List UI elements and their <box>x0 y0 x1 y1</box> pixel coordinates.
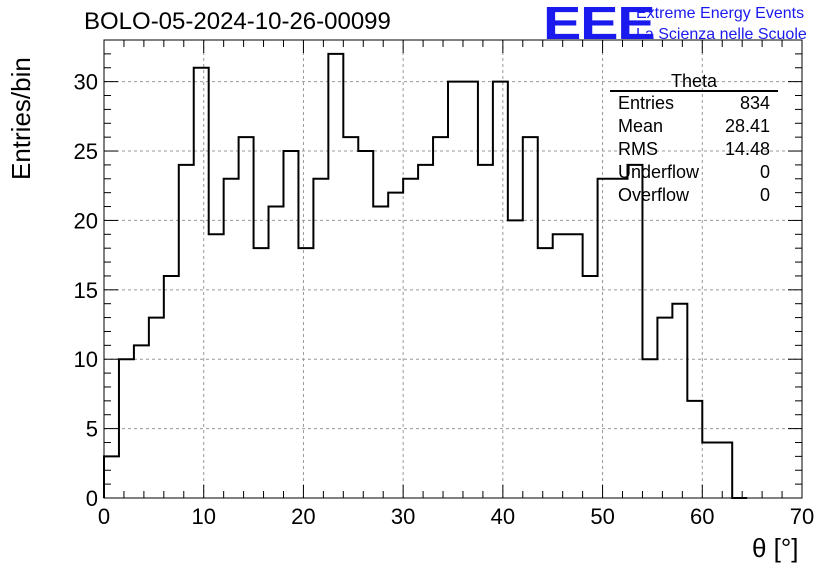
x-tick-label: 60 <box>690 504 714 529</box>
eee-logo-mark: EEE <box>543 0 656 49</box>
histogram-bin <box>523 137 538 498</box>
histogram-bin <box>388 193 403 498</box>
histogram-bin <box>717 442 732 498</box>
stats-label: Mean <box>618 116 664 136</box>
histogram-bin <box>672 304 687 498</box>
histogram-bin <box>164 276 179 498</box>
histogram-bin <box>194 68 209 498</box>
stats-label: Underflow <box>618 162 700 182</box>
eee-logo-text: Extreme Energy Events La Scienza nelle S… <box>636 3 807 45</box>
histogram-bin <box>358 151 373 498</box>
histogram-bin <box>613 179 628 498</box>
histogram-bin <box>209 234 224 498</box>
stats-row-overflow: Overflow 0 <box>610 184 778 207</box>
histogram-bin <box>403 179 418 498</box>
y-tick-label: 5 <box>86 417 98 442</box>
y-tick-label: 25 <box>74 139 98 164</box>
y-tick-label: 0 <box>86 486 98 511</box>
chart-title: BOLO-05-2024-10-26-00099 <box>84 8 391 35</box>
histogram-bin <box>134 345 149 498</box>
stats-row-rms: RMS 14.48 <box>610 138 778 161</box>
histogram-bin <box>628 165 643 498</box>
histogram-bin <box>239 137 254 498</box>
x-tick-label: 70 <box>790 504 814 529</box>
histogram-bin <box>283 151 298 498</box>
histogram-bin <box>418 165 433 498</box>
y-tick-label: 15 <box>74 278 98 303</box>
histogram-bin <box>568 234 583 498</box>
histogram-bin <box>298 248 313 498</box>
x-tick-label: 40 <box>491 504 515 529</box>
histogram-bin <box>119 359 134 498</box>
x-tick-label: 50 <box>590 504 614 529</box>
histogram-bin <box>478 165 493 498</box>
x-tick-label: 10 <box>191 504 215 529</box>
y-tick-label: 10 <box>74 347 98 372</box>
histogram-bin <box>149 318 164 498</box>
histogram-bin <box>538 248 553 498</box>
x-axis-label: θ [°] <box>752 533 799 563</box>
histogram-bin <box>657 318 672 498</box>
stats-row-entries: Entries 834 <box>610 92 778 115</box>
logo-line-1: Extreme Energy Events <box>636 5 805 22</box>
histogram-bin <box>448 82 463 498</box>
histogram-bin <box>508 220 523 498</box>
histogram-bin <box>702 442 717 498</box>
stats-title: Theta <box>610 70 778 92</box>
y-axis-label: Entries/bin <box>6 57 36 180</box>
stats-label: Entries <box>618 93 675 113</box>
histogram-bin <box>493 82 508 498</box>
histogram-bin <box>583 276 598 498</box>
x-tick-label: 30 <box>391 504 415 529</box>
x-tick-label: 0 <box>98 504 110 529</box>
stats-value: 14.48 <box>724 139 770 159</box>
histogram-bin <box>179 165 194 498</box>
histogram-bin <box>343 137 358 498</box>
histogram-bin <box>598 179 613 498</box>
stats-label: RMS <box>618 139 658 159</box>
stats-row-mean: Mean 28.41 <box>610 115 778 138</box>
stats-value: 834 <box>739 93 770 113</box>
stats-value: 0 <box>759 185 770 205</box>
histogram-bin <box>254 248 269 498</box>
histogram-bin <box>224 179 239 498</box>
histogram-bin <box>328 54 343 498</box>
histogram-bin <box>313 179 328 498</box>
histogram-bin <box>687 401 702 498</box>
histogram-bin <box>642 359 657 498</box>
logo-line-2: La Scienza nelle Scuole <box>636 26 807 43</box>
histogram-bin <box>553 234 568 498</box>
stats-value: 0 <box>759 162 770 182</box>
histogram-bin <box>104 456 119 498</box>
plot-frame <box>103 39 803 499</box>
histogram-bin <box>463 82 478 498</box>
histogram-bin <box>269 207 284 498</box>
histogram-bin <box>373 207 388 498</box>
stats-label: Overflow <box>618 185 690 205</box>
stats-value: 28.41 <box>724 116 770 136</box>
y-tick-label: 30 <box>74 70 98 95</box>
histogram-line <box>103 52 748 499</box>
stats-row-underflow: Underflow 0 <box>610 161 778 184</box>
x-tick-label: 20 <box>291 504 315 529</box>
stats-box: Theta Entries 834 Mean 28.41 RMS 14.48 U… <box>610 70 778 207</box>
histogram-bin <box>433 137 448 498</box>
y-tick-label: 20 <box>74 208 98 233</box>
